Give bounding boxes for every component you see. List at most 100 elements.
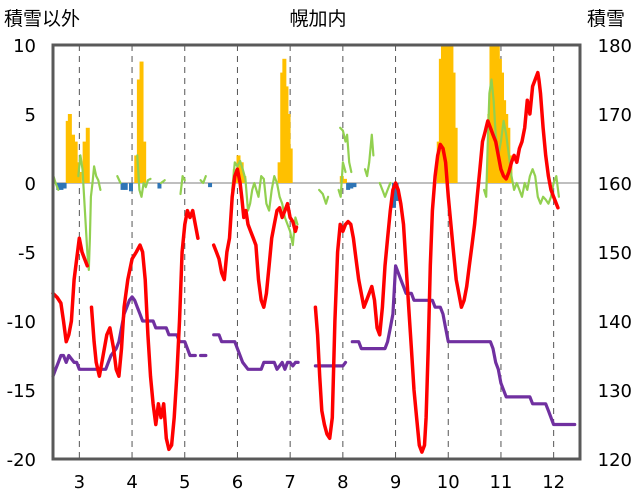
x-tick-9: 9 (390, 472, 401, 493)
series-1-segment-10 (339, 126, 353, 174)
left-tick-5: 5 (25, 105, 36, 126)
bar-yellow-7 (85, 127, 90, 183)
x-tick-10: 10 (437, 472, 460, 493)
series-0-segment-2 (211, 167, 299, 309)
right-tick-150: 150 (598, 243, 632, 264)
series-1-segment-7 (231, 159, 299, 247)
bar-yellow-38 (497, 58, 502, 183)
right-tick-140: 140 (598, 312, 632, 333)
right-tick-170: 170 (598, 105, 632, 126)
series-1-segment-5 (179, 175, 186, 196)
x-tick-11: 11 (489, 472, 512, 493)
right-tick-130: 130 (598, 381, 632, 402)
bar-yellow-25 (438, 58, 443, 183)
bar-blue-0 (56, 183, 61, 190)
x-tick-5: 5 (179, 472, 190, 493)
left-tick-0: 0 (25, 174, 36, 195)
bar-yellow-40 (502, 100, 507, 183)
bar-yellow-29 (447, 45, 452, 183)
bar-blue-2 (62, 183, 67, 189)
series-1-segment-3 (136, 154, 152, 198)
series-0-segment-1 (89, 208, 200, 452)
series-1-segment-4 (159, 179, 166, 185)
bar-yellow-8 (134, 155, 139, 183)
left-axis-label: 積雪以外 (4, 8, 80, 30)
series-0-segment-0 (51, 236, 90, 344)
series-1-segment-2 (116, 175, 122, 185)
lines-layer (51, 70, 577, 454)
bar-yellow-34 (489, 45, 494, 183)
bar-yellow-10 (139, 61, 144, 184)
x-tick-4: 4 (126, 472, 137, 493)
x-tick-3: 3 (74, 472, 85, 493)
x-tick-8: 8 (337, 472, 348, 493)
right-tick-labels: 180 170 160 150 140 130 120 (598, 36, 632, 471)
bar-blue-12 (394, 183, 399, 201)
bar-yellow-28 (445, 45, 450, 183)
bar-yellow-2 (71, 134, 76, 183)
series-1-segment-13 (483, 78, 561, 205)
x-tick-7: 7 (284, 472, 295, 493)
x-tick-labels: 3 4 5 6 7 8 9 10 11 12 (74, 472, 565, 493)
bar-yellow-23 (342, 178, 347, 183)
series-1-segment-8 (318, 188, 330, 205)
right-tick-120: 120 (598, 450, 632, 471)
left-tick--15: -15 (7, 381, 36, 402)
bar-yellow-36 (493, 45, 498, 183)
right-tick-160: 160 (598, 174, 632, 195)
bar-yellow-14 (239, 162, 244, 183)
right-axis-label: 積雪 (587, 8, 625, 30)
bar-yellow-20 (286, 114, 291, 183)
left-tick--5: -5 (18, 243, 36, 264)
bar-blue-3 (120, 183, 125, 190)
bar-yellow-5 (77, 171, 82, 183)
left-tick-10: 10 (13, 36, 36, 57)
bar-yellow-33 (487, 114, 492, 183)
series-2-segment-3 (313, 360, 348, 368)
bar-blue-10 (352, 183, 357, 188)
series-0-segment-3 (313, 70, 560, 454)
bar-yellow-1 (67, 114, 72, 183)
bar-yellow-27 (443, 45, 448, 183)
bar-blue-9 (349, 183, 354, 189)
bar-yellow-0 (65, 120, 70, 183)
bar-blue-8 (346, 183, 351, 190)
x-tick-12: 12 (542, 472, 565, 493)
bar-yellow-15 (242, 176, 247, 183)
bar-yellow-32 (453, 127, 458, 183)
bar-yellow-17 (280, 72, 285, 183)
left-tick--20: -20 (7, 450, 36, 471)
bar-yellow-3 (73, 141, 78, 183)
series-1-segment-6 (199, 175, 207, 185)
bar-yellow-6 (82, 141, 87, 183)
bar-blue-4 (123, 183, 128, 190)
bar-yellow-37 (495, 45, 500, 183)
bar-yellow-41 (504, 114, 509, 183)
series-1-segment-1 (77, 154, 102, 271)
bar-blue-7 (208, 183, 213, 188)
bar-yellow-30 (449, 45, 454, 183)
series-2-segment-4 (350, 264, 577, 427)
bar-yellow-24 (436, 141, 441, 183)
plot-area-frame (51, 43, 582, 461)
left-tick-labels: 10 5 0 -5 -10 -15 -20 (7, 36, 36, 471)
series-1-segment-11 (363, 133, 375, 178)
bar-yellow-11 (142, 141, 147, 183)
x-tick-6: 6 (232, 472, 243, 493)
bar-yellow-18 (282, 58, 287, 183)
right-tick-180: 180 (598, 36, 632, 57)
bar-yellow-16 (277, 162, 282, 183)
chart-title: 幌加内 (289, 8, 346, 30)
series-1-segment-12 (378, 181, 392, 198)
bar-blue-6 (157, 183, 162, 189)
bar-blue-1 (59, 183, 64, 190)
bar-yellow-19 (284, 86, 289, 183)
left-tick--10: -10 (7, 312, 36, 333)
bar-yellow-26 (440, 45, 445, 183)
bar-yellow-31 (451, 72, 456, 183)
bar-yellow-21 (288, 148, 293, 183)
bar-blue-5 (128, 183, 133, 192)
bar-yellow-9 (136, 79, 141, 183)
series-2-segment-2 (212, 333, 300, 371)
